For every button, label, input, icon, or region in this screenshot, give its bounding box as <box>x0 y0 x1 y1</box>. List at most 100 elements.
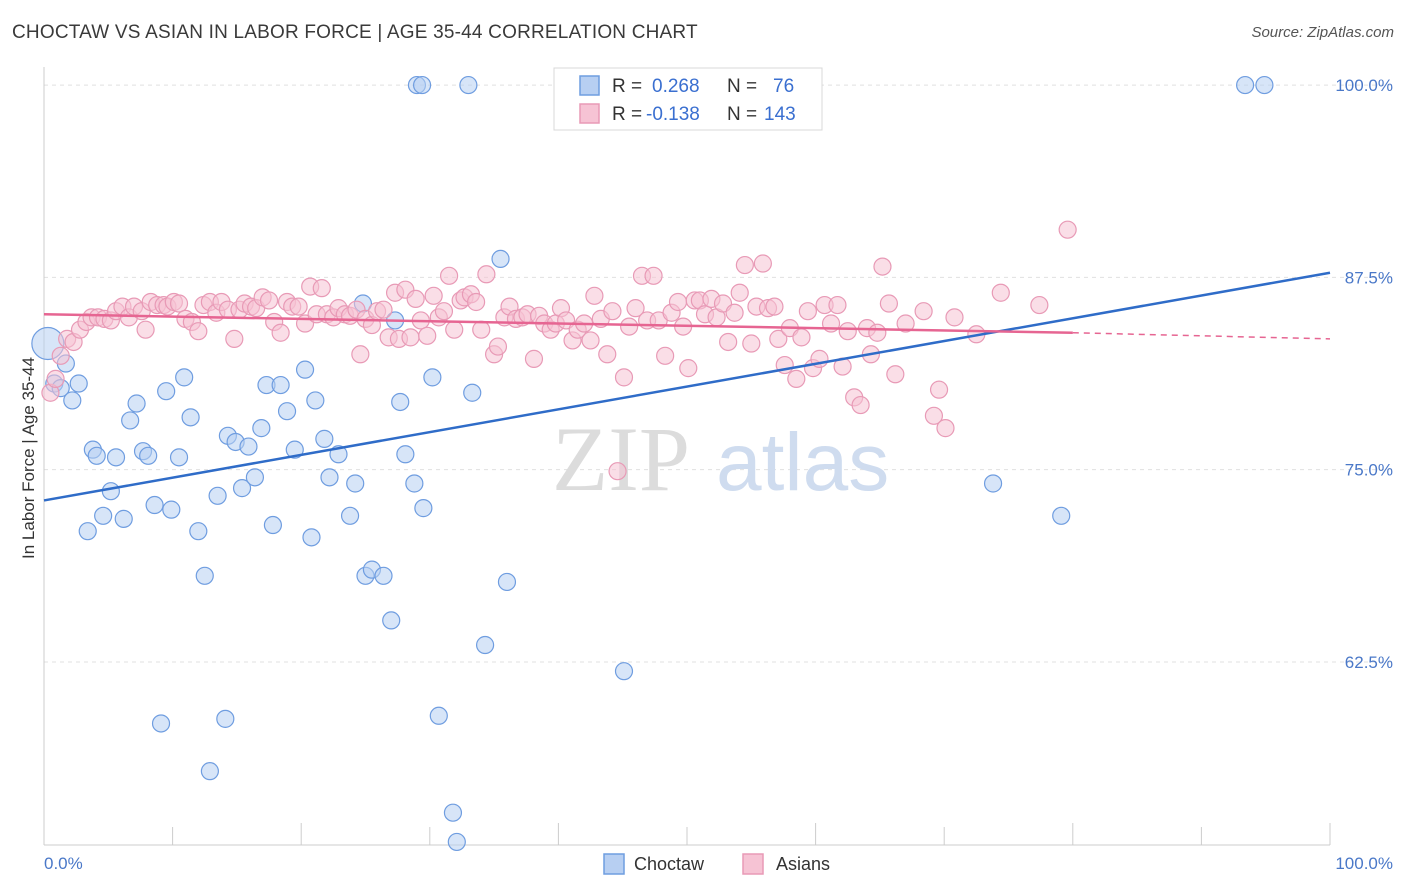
choctaw-point-42 <box>306 391 325 410</box>
asians-trend-extension <box>1072 331 1331 340</box>
choctaw-point-23 <box>181 408 200 427</box>
choctaw-point-40 <box>295 360 315 379</box>
asians-point-141 <box>851 395 870 415</box>
asians-point-111 <box>679 359 698 378</box>
choctaw-point-24 <box>189 522 208 541</box>
choctaw-point-25 <box>195 566 214 585</box>
asians-point-75 <box>472 320 491 339</box>
asians-point-132 <box>798 302 817 321</box>
asians-trend-line <box>43 313 1073 334</box>
asians-point-74 <box>466 292 486 312</box>
asians-point-1 <box>46 369 65 388</box>
choctaw-point-39 <box>285 440 304 459</box>
asians-point-130 <box>787 369 806 388</box>
choctaw-point-32 <box>239 437 258 456</box>
choctaw-point-44 <box>320 468 339 487</box>
choctaw-point-66 <box>614 662 634 681</box>
choctaw-point-12 <box>114 509 133 528</box>
legend-n-value-asians: 143 <box>764 104 796 125</box>
asians-point-97 <box>598 345 617 364</box>
asians-point-119 <box>725 303 744 322</box>
choctaw-point-31 <box>232 479 252 498</box>
asians-point-22 <box>169 294 189 313</box>
asians-point-31 <box>225 329 244 348</box>
y-tick-label-3: 62.5% <box>1345 653 1393 672</box>
choctaw-point-19 <box>157 382 176 401</box>
choctaw-point-22 <box>175 368 194 387</box>
choctaw-point-21 <box>169 448 189 467</box>
legend-n-value-choctaw: 76 <box>773 76 794 97</box>
asians-point-156 <box>1030 295 1049 315</box>
choctaw-point-68 <box>1052 506 1071 525</box>
asians-point-107 <box>656 346 675 365</box>
asians-point-126 <box>765 297 784 316</box>
legend-r-label-asians: R = <box>612 104 642 125</box>
choctaw-point-38 <box>277 402 297 421</box>
grid-lines <box>44 84 1395 663</box>
asians-point-42 <box>289 297 308 316</box>
asians-point-124 <box>753 254 772 273</box>
choctaw-point-47 <box>346 474 365 493</box>
asians-point-139 <box>838 322 857 341</box>
y-tick-label-0: 100.0% <box>1335 76 1393 95</box>
asians-point-95 <box>585 286 604 305</box>
asians-point-120 <box>730 283 749 302</box>
asians-point-99 <box>608 462 627 481</box>
legend-r-value-asians: -0.138 <box>646 104 700 125</box>
source-note: Source: ZipAtlas.com <box>1251 24 1394 41</box>
choctaw-point-6 <box>78 522 97 541</box>
choctaw-point-8 <box>87 446 106 465</box>
choctaw-point-17 <box>145 495 164 515</box>
choctaw-point-64 <box>497 572 517 592</box>
y-tick-label-1: 87.5% <box>1345 268 1393 287</box>
asians-point-68 <box>434 302 454 321</box>
choctaw-point-41 <box>302 528 321 547</box>
choctaw-point-9 <box>94 506 113 525</box>
legend-r-label-choctaw: R = <box>612 76 642 97</box>
choctaw-point-28 <box>216 709 235 728</box>
choctaw-point-56 <box>405 474 424 493</box>
choctaw-point-37 <box>271 375 290 395</box>
x-tick-label-0: 0.0% <box>44 854 83 873</box>
asians-point-127 <box>769 329 788 348</box>
y-axis-label: In Labor Force | Age 35-44 <box>19 357 38 559</box>
asians-point-100 <box>614 368 634 387</box>
choctaw-point-34 <box>252 419 271 438</box>
bottom-legend: Choctaw Asians <box>603 853 830 875</box>
choctaw-point-55 <box>396 445 415 464</box>
asians-point-63 <box>406 289 425 308</box>
asians-point-66 <box>424 286 443 305</box>
trend-lines <box>43 271 1331 502</box>
asians-point-144 <box>868 323 887 342</box>
choctaw-point-20 <box>162 500 181 519</box>
choctaw-point-72 <box>1236 75 1255 95</box>
choctaw-point-54 <box>391 392 410 412</box>
bottom-legend-swatch-choctaw <box>603 853 625 875</box>
choctaw-point-16 <box>139 446 158 465</box>
choctaw-point-36 <box>263 515 283 535</box>
choctaw-point-33 <box>245 468 265 487</box>
choctaw-point-43 <box>315 429 334 448</box>
choctaw-point-59 <box>429 706 448 725</box>
asians-point-148 <box>896 314 915 333</box>
choctaw-point-60 <box>443 803 463 822</box>
choctaw-point-13 <box>121 411 140 430</box>
choctaw-point-67 <box>983 474 1003 493</box>
asians-point-69 <box>439 266 459 285</box>
choctaw-point-62 <box>463 383 482 402</box>
asians-point-131 <box>792 328 811 347</box>
asians-point-150 <box>924 406 944 425</box>
asians-point-78 <box>488 337 508 356</box>
legend-n-label-choctaw: N = <box>727 76 757 97</box>
choctaw-point-63 <box>475 635 495 655</box>
asians-point-57 <box>374 300 393 319</box>
x-tick-label-1: 100.0% <box>1335 854 1393 873</box>
bottom-legend-swatch-asians <box>742 853 764 875</box>
asians-point-65 <box>418 326 437 345</box>
choctaw-point-65 <box>491 249 510 269</box>
asians-point-153 <box>945 308 964 327</box>
asians-point-121 <box>735 255 754 275</box>
asians-point-2 <box>51 346 70 365</box>
choctaw-point-18 <box>151 714 171 733</box>
